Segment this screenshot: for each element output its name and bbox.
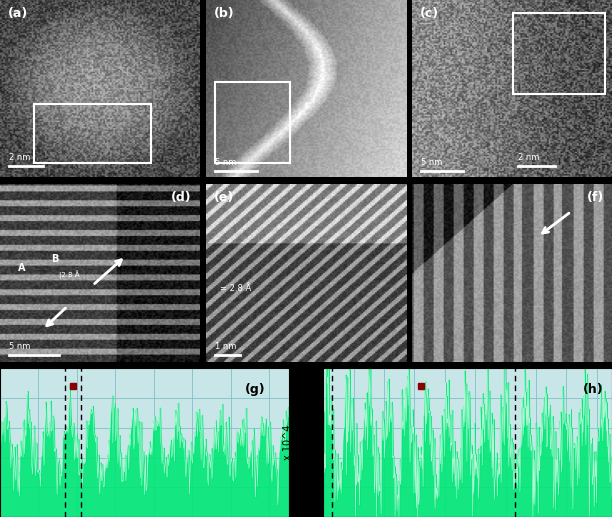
Text: 2 nm: 2 nm xyxy=(9,154,31,162)
Text: = 2.8 Å: = 2.8 Å xyxy=(220,284,252,293)
Text: (f): (f) xyxy=(587,191,604,204)
Text: (d): (d) xyxy=(171,191,192,204)
Text: (b): (b) xyxy=(214,7,234,20)
Bar xyxy=(513,12,605,94)
Text: 5 nm: 5 nm xyxy=(9,342,31,351)
Text: 5 nm: 5 nm xyxy=(421,158,442,167)
Bar xyxy=(34,104,151,163)
Text: |2.8 Å: |2.8 Å xyxy=(59,270,80,279)
Text: (a): (a) xyxy=(8,7,28,20)
Bar xyxy=(215,82,290,163)
Text: (g): (g) xyxy=(245,383,266,396)
Text: (e): (e) xyxy=(214,191,234,204)
Text: 5 nm: 5 nm xyxy=(215,158,237,167)
Text: (h): (h) xyxy=(583,383,603,396)
Y-axis label: x 10^4: x 10^4 xyxy=(283,425,293,460)
Text: B: B xyxy=(51,254,58,264)
Text: A: A xyxy=(18,263,25,272)
Text: 2 nm: 2 nm xyxy=(518,154,539,162)
Text: (c): (c) xyxy=(420,7,439,20)
Text: 1 nm: 1 nm xyxy=(215,342,237,351)
